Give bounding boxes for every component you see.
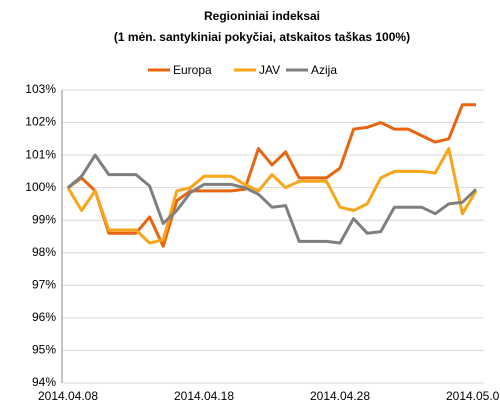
y-tick-label: 103%: [25, 82, 56, 96]
series-line: [66, 147, 478, 245]
y-tick-label: 100%: [25, 180, 56, 194]
chart-title: Regioniniai indeksai: [204, 9, 320, 23]
y-tick-label: 101%: [25, 147, 56, 161]
y-tick-label: 102%: [25, 115, 56, 129]
y-tick-label: 97%: [32, 278, 56, 292]
x-tick-label: 2014.04.08: [38, 389, 98, 403]
x-tick-label: 2014.04.18: [174, 389, 234, 403]
y-tick-label: 96%: [32, 310, 56, 324]
legend-label: Azija: [311, 63, 337, 77]
legend-label: Europa: [173, 63, 212, 77]
x-tick-label: 2014.05.08: [446, 389, 500, 403]
chart-subtitle: (1 mėn. santykiniai pokyčiai, atskaitos …: [114, 30, 410, 44]
series-line: [67, 103, 476, 248]
series-line: [67, 153, 478, 245]
legend-label: JAV: [259, 63, 280, 77]
y-tick-label: 94%: [32, 375, 56, 389]
x-tick-label: 2014.04.28: [310, 389, 370, 403]
y-tick-label: 95%: [32, 343, 56, 357]
y-tick-label: 98%: [32, 245, 56, 259]
y-tick-label: 99%: [32, 212, 56, 226]
